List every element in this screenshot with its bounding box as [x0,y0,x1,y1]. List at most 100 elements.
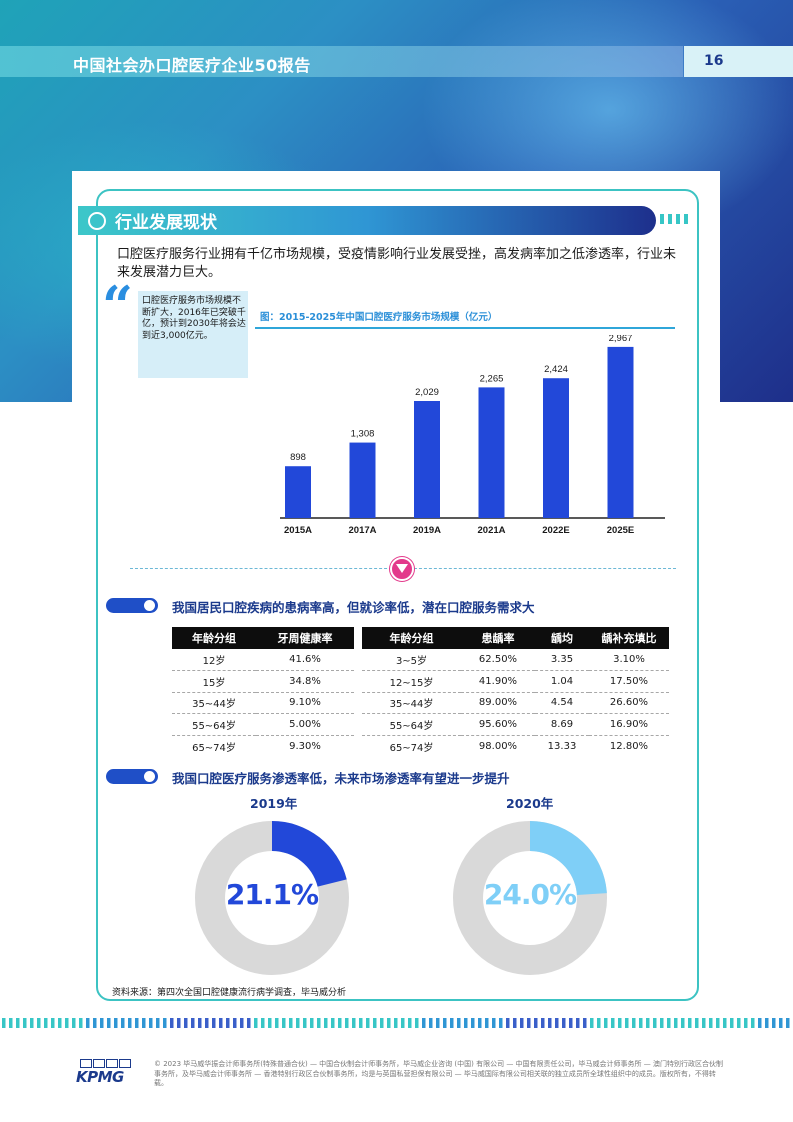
dash-decoration [331,1018,335,1028]
bar-value-label: 2,967 [609,335,633,344]
table-header: 年龄分组 [362,627,461,649]
dash-decoration [16,1018,20,1028]
table-cell: 65~74岁 [192,742,236,754]
bar-2019A [414,400,440,518]
periodontal-health-table: 年龄分组 牙周健康率 12岁 41.6% 15岁 34.8% 35~44岁 9.10% 55… [172,627,354,757]
dash-decoration [79,1018,83,1028]
dash-decoration [226,1018,230,1028]
dash-decoration [100,1018,104,1028]
table-row: 12~15岁 41.90% 1.04 17.50% [362,670,669,693]
dash-decoration [702,1018,706,1028]
footer-legal-text: © 2023 毕马威华振会计师事务所(特殊普通合伙) — 中国合伙制会计师事务所… [154,1060,723,1087]
dash-decoration [345,1018,349,1028]
table-cell: 35~44岁 [172,692,256,714]
dash-decoration [156,1018,160,1028]
bar-2025E [607,346,634,518]
dash-decoration [86,1018,90,1028]
dash-decoration [184,1018,188,1028]
table-row: 12岁 41.6% [172,649,354,671]
dash-decoration [492,1018,496,1028]
table-row: 55~64岁 5.00% [172,713,354,736]
dash-decoration [471,1018,475,1028]
dash-decoration [23,1018,27,1028]
dash-decoration [128,1018,132,1028]
dash-decoration [44,1018,48,1028]
dash-decoration [604,1018,608,1028]
dash-decoration [464,1018,468,1028]
dash-decoration [674,1018,678,1028]
dash-decoration [779,1018,783,1028]
table-row: 3~5岁 62.50% 3.35 3.10% [362,649,669,671]
dash-decoration [534,1018,538,1028]
table-cell: 15岁 [172,670,256,693]
dash-decoration [373,1018,377,1028]
table-cell: 89.00% [461,692,535,714]
dash-decoration [212,1018,216,1028]
table-cell: 41.6% [256,649,354,671]
dash-decoration [744,1018,748,1028]
dash-decoration [562,1018,566,1028]
table-cell: 62.50% [461,649,535,671]
table-header: 患龋率 [461,627,535,649]
bar-value-label: 2,265 [480,373,504,384]
table-row: 65~74岁 9.30% [172,735,354,757]
dash-decoration [730,1018,734,1028]
table-cell: 98.00% [478,740,518,752]
chart-title: 图：2015-2025年中国口腔医疗服务市场规模（亿元） [260,312,498,323]
x-tick-label: 2017A [349,525,377,536]
dash-decoration [443,1018,447,1028]
dash-decoration [275,1018,279,1028]
kpmg-logo-box [106,1059,118,1068]
dash-decoration [310,1018,314,1028]
table-cell: 9.10% [256,692,354,714]
dash-decoration [422,1018,426,1028]
dash-decoration [268,1018,272,1028]
bar-value-label: 1,308 [351,429,375,440]
table-cell: 12~15岁 [362,670,461,693]
header-title-bar [0,46,683,77]
dash-decoration [569,1018,573,1028]
dash-decoration [695,1018,699,1028]
table-cell: 12.80% [609,740,649,752]
dash-decoration [219,1018,223,1028]
dash-decoration [688,1018,692,1028]
dash-decoration [233,1018,237,1028]
dash-decoration [737,1018,741,1028]
dash-decoration [527,1018,531,1028]
table-cell: 4.54 [535,692,589,714]
table-cell: 12岁 [172,649,256,671]
dash-decoration [191,1018,195,1028]
dash-decoration [541,1018,545,1028]
source-note: 资料来源：第四次全国口腔健康流行病学调查，毕马威分析 [112,988,347,998]
quote-box [138,291,248,378]
bar-value-label: 2,424 [544,364,568,375]
dash-decoration [135,1018,139,1028]
dash-decoration [142,1018,146,1028]
dash-decoration [9,1018,13,1028]
donut-value: 24.0% [483,878,577,911]
dash-decoration [114,1018,118,1028]
dash-decoration [716,1018,720,1028]
dash-decoration [684,214,688,224]
page-number: 16 [704,53,724,69]
kpmg-logo: KPMG [76,1068,124,1086]
content-card-border [96,189,699,1001]
dash-decoration [352,1018,356,1028]
dash-decoration [668,214,672,224]
dash-decoration [450,1018,454,1028]
penetration-donut-2020 [453,821,607,975]
table-header: 龋补充填比 [589,627,669,649]
table-cell: 16.90% [589,713,669,736]
table-header: 年龄分组 [172,627,256,649]
dash-decoration [506,1018,510,1028]
dash-decoration [198,1018,202,1028]
penetration-donut-2019 [195,821,349,975]
table-cell: 65~74岁 [389,742,434,754]
dash-decoration [723,1018,727,1028]
bar-value-label: 898 [290,452,306,463]
dash-decoration [338,1018,342,1028]
dash-decoration [646,1018,650,1028]
dash-decoration [597,1018,601,1028]
table-row: 35~44岁 9.10% [172,692,354,714]
table-cell: 5.00% [256,713,354,736]
